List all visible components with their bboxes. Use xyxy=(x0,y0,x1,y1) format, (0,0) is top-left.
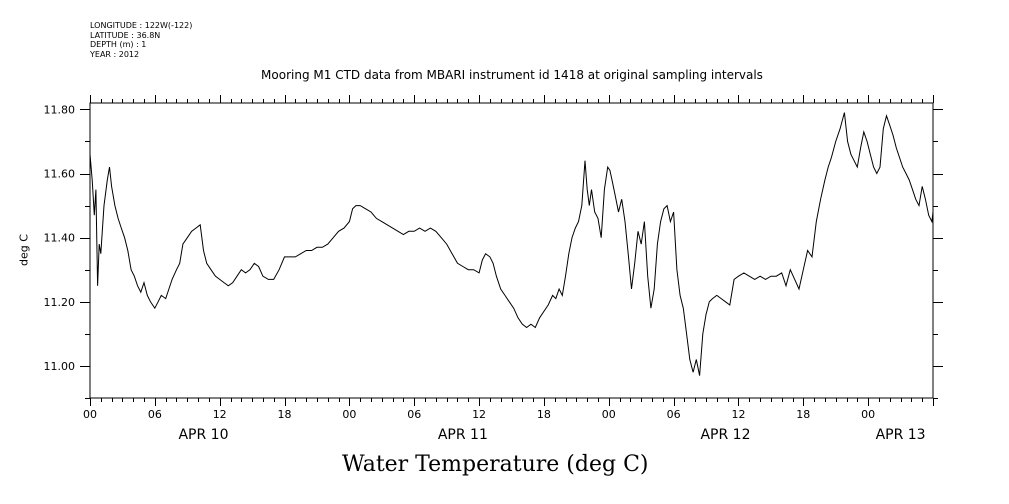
x-tick-label: 12 xyxy=(472,408,486,421)
date-label: APR 11 xyxy=(438,427,488,443)
x-tick-label: 06 xyxy=(407,408,421,421)
y-tick-label: 11.60 xyxy=(44,168,76,181)
plot-frame xyxy=(89,102,934,399)
y-tick-labels: 11.00 11.20 11.40 11.60 11.80 xyxy=(44,103,76,373)
x-tick-labels: 00 06 12 18 00 06 12 18 00 06 12 18 00 xyxy=(83,408,875,421)
x-tick-label: 18 xyxy=(278,408,292,421)
x-tick-label: 00 xyxy=(861,408,875,421)
x-tick-label: 12 xyxy=(731,408,745,421)
date-label: APR 10 xyxy=(178,427,228,443)
header-metadata: LONGITUDE : 122W(-122) LATITUDE : 36.8N … xyxy=(90,21,192,59)
x-tick-label: 06 xyxy=(667,408,681,421)
longitude-text: LONGITUDE : 122W(-122) xyxy=(90,21,193,30)
y-tick-label: 11.80 xyxy=(44,103,76,116)
year-text: YEAR : 2012 xyxy=(90,49,140,59)
x-tick-label: 00 xyxy=(602,408,616,421)
depth-text: DEPTH (m) : 1 xyxy=(90,40,147,50)
y-tick-label: 11.20 xyxy=(44,296,76,309)
latitude-text: LATITUDE : 36.8N xyxy=(90,30,161,40)
chart-title: Mooring M1 CTD data from MBARI instrumen… xyxy=(261,68,763,82)
tick-marks xyxy=(80,95,943,406)
y-tick-label: 11.00 xyxy=(44,360,76,373)
date-label: APR 13 xyxy=(876,427,926,443)
x-tick-label: 06 xyxy=(148,408,162,421)
date-labels: APR 10 APR 11 APR 12 APR 13 xyxy=(178,427,925,443)
chart-subtitle: Water Temperature (deg C) xyxy=(342,452,649,477)
temperature-series-line xyxy=(89,112,934,376)
y-tick-label: 11.40 xyxy=(44,232,76,245)
x-tick-label: 18 xyxy=(537,408,551,421)
x-tick-label: 00 xyxy=(342,408,356,421)
x-tick-label: 00 xyxy=(83,408,97,421)
x-tick-label: 18 xyxy=(796,408,810,421)
date-label: APR 12 xyxy=(700,427,750,443)
x-tick-label: 12 xyxy=(213,408,227,421)
